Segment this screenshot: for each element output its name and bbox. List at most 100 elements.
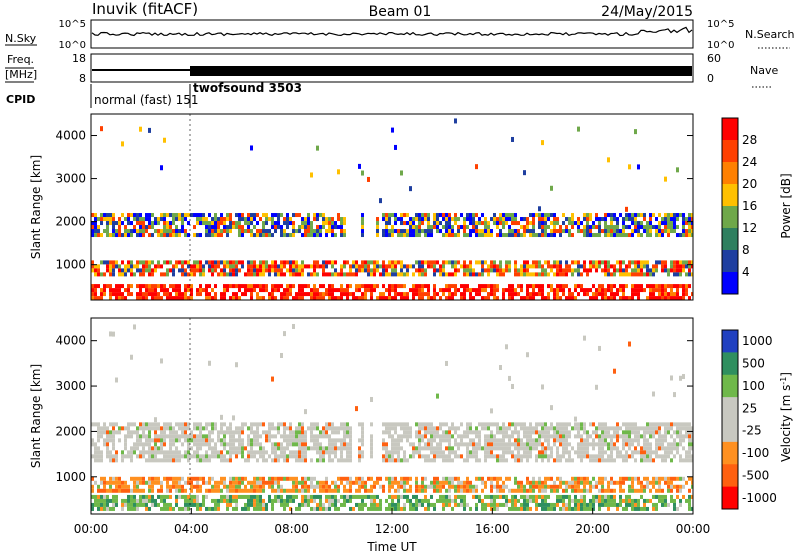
freq-right-tick-bottom: 0 xyxy=(707,72,714,85)
heatmap-cell xyxy=(496,422,499,427)
heatmap-cell xyxy=(475,488,478,493)
heatmap-cell xyxy=(193,426,196,431)
heatmap-cell xyxy=(556,446,559,451)
heatmap-cell xyxy=(334,488,337,493)
heatmap-cell xyxy=(163,288,166,293)
heatmap-cell xyxy=(625,225,628,230)
heatmap-cell xyxy=(283,217,286,222)
heatmap-cell xyxy=(292,498,295,503)
heatmap-cell xyxy=(286,442,289,447)
heatmap-cell xyxy=(355,296,358,300)
heatmap-cell xyxy=(256,422,259,427)
heatmap-cell xyxy=(199,268,202,273)
heatmap-cell xyxy=(610,292,613,297)
heatmap-cell xyxy=(400,426,403,431)
heatmap-cell xyxy=(292,323,295,329)
heatmap-cell xyxy=(316,229,319,234)
heatmap-cell xyxy=(265,480,268,485)
heatmap-cell xyxy=(538,450,541,455)
heatmap-cell xyxy=(613,430,616,435)
heatmap-cell xyxy=(520,454,523,459)
heatmap-cell xyxy=(184,498,187,503)
heatmap-cell xyxy=(550,229,553,234)
heatmap-cell xyxy=(199,426,202,431)
heatmap-cell xyxy=(253,454,256,459)
heatmap-cell xyxy=(376,494,379,499)
heatmap-cell xyxy=(676,430,679,435)
heatmap-cell xyxy=(607,260,610,265)
heatmap-cell xyxy=(403,484,406,489)
heatmap-cell xyxy=(646,296,649,300)
heatmap-cell xyxy=(520,233,523,238)
heatmap-cell xyxy=(445,476,448,481)
heatmap-cell xyxy=(505,426,508,431)
heatmap-cell xyxy=(331,264,334,269)
heatmap-cell xyxy=(544,296,547,300)
heatmap-cell xyxy=(382,264,385,269)
heatmap-cell xyxy=(454,260,457,265)
heatmap-cell xyxy=(145,480,148,485)
heatmap-cell xyxy=(277,442,280,447)
heatmap-cell xyxy=(322,506,325,511)
heatmap-cell xyxy=(466,213,469,218)
heatmap-cell xyxy=(427,213,430,218)
heatmap-cell xyxy=(583,260,586,265)
station-title: Inuvik (fitACF) xyxy=(92,0,198,18)
heatmap-cell xyxy=(139,126,142,132)
heatmap-cell xyxy=(415,494,418,499)
heatmap-cell xyxy=(496,480,499,485)
heatmap-cell xyxy=(598,225,601,230)
heatmap-cell xyxy=(418,426,421,431)
heatmap-cell xyxy=(436,260,439,265)
heatmap-cell xyxy=(670,480,673,485)
heatmap-cell xyxy=(184,426,187,431)
heatmap-cell xyxy=(337,498,340,503)
heatmap-cell xyxy=(358,438,361,443)
heatmap-cell xyxy=(406,422,409,427)
heatmap-cell xyxy=(499,484,502,489)
heatmap-cell xyxy=(421,480,424,485)
heatmap-cell xyxy=(679,284,682,289)
heatmap-cell xyxy=(97,284,100,289)
heatmap-cell xyxy=(391,260,394,265)
heatmap-cell xyxy=(505,476,508,481)
heatmap-cell xyxy=(328,426,331,431)
heatmap-cell xyxy=(502,442,505,447)
heatmap-cell xyxy=(184,506,187,511)
heatmap-cell xyxy=(214,502,217,507)
heatmap-cell xyxy=(205,426,208,431)
heatmap-cell xyxy=(256,213,259,218)
heatmap-cell xyxy=(691,217,693,222)
heatmap-cell xyxy=(514,446,517,451)
heatmap-cell xyxy=(112,292,115,297)
heatmap-cell xyxy=(415,434,418,439)
heatmap-cell xyxy=(430,446,433,451)
heatmap-cell xyxy=(271,260,274,265)
heatmap-cell xyxy=(247,494,250,499)
heatmap-cell xyxy=(643,426,646,431)
heatmap-cell xyxy=(136,442,139,447)
heatmap-cell xyxy=(457,288,460,293)
heatmap-cell xyxy=(358,494,361,499)
heatmap-cell xyxy=(91,296,94,300)
heatmap-cell xyxy=(340,450,343,455)
heatmap-cell xyxy=(250,213,253,218)
heatmap-cell xyxy=(142,221,145,226)
heatmap-cell xyxy=(568,502,571,507)
heatmap-cell xyxy=(400,284,403,289)
velocity-colorbar-cells xyxy=(722,330,738,510)
heatmap-cell xyxy=(91,438,94,443)
heatmap-cell xyxy=(172,296,175,300)
heatmap-cell xyxy=(268,480,271,485)
heatmap-cell xyxy=(520,446,523,451)
heatmap-cell xyxy=(289,434,292,439)
heatmap-cell xyxy=(232,480,235,485)
heatmap-cell xyxy=(220,488,223,493)
heatmap-cell xyxy=(196,494,199,499)
heatmap-cell xyxy=(586,506,589,511)
heatmap-cell xyxy=(631,284,634,289)
heatmap-cell xyxy=(631,233,634,238)
heatmap-cell xyxy=(280,296,283,300)
heatmap-cell xyxy=(226,450,229,455)
